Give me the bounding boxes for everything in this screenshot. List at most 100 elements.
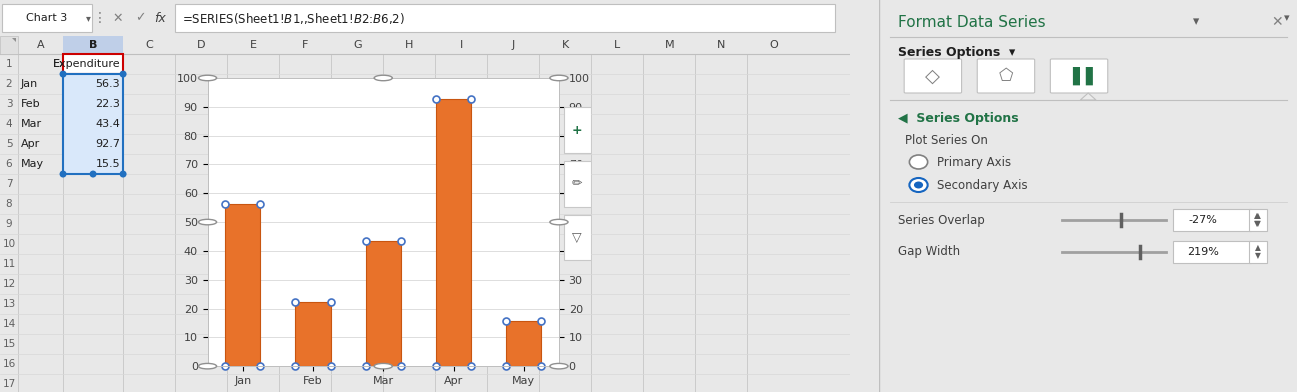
Text: D: D bbox=[197, 40, 205, 50]
Text: 8: 8 bbox=[5, 199, 12, 209]
Text: 3: 3 bbox=[5, 99, 12, 109]
Text: Feb: Feb bbox=[21, 99, 40, 109]
Text: 7: 7 bbox=[5, 179, 12, 189]
Text: 12: 12 bbox=[3, 279, 16, 289]
Text: 11: 11 bbox=[3, 259, 16, 269]
Text: B: B bbox=[89, 40, 97, 50]
Text: Format Data Series: Format Data Series bbox=[898, 15, 1045, 29]
Circle shape bbox=[60, 171, 66, 178]
Text: 56.3: 56.3 bbox=[96, 79, 121, 89]
Text: Apr: Apr bbox=[21, 139, 40, 149]
Text: 92.7: 92.7 bbox=[95, 139, 121, 149]
Text: 1: 1 bbox=[5, 59, 12, 69]
Text: E: E bbox=[249, 40, 257, 50]
Text: ▽: ▽ bbox=[572, 231, 582, 244]
Text: 15.5: 15.5 bbox=[96, 159, 121, 169]
Bar bbox=[1249, 241, 1267, 263]
Text: ⬠: ⬠ bbox=[999, 67, 1013, 85]
Text: 56.3: 56.3 bbox=[96, 79, 121, 89]
Circle shape bbox=[909, 178, 927, 192]
Text: ▼: ▼ bbox=[1255, 252, 1261, 261]
Text: ✏: ✏ bbox=[572, 177, 582, 190]
Circle shape bbox=[914, 181, 923, 189]
Text: Secondary Axis: Secondary Axis bbox=[936, 178, 1027, 192]
FancyBboxPatch shape bbox=[564, 107, 590, 153]
Text: ▲: ▲ bbox=[1255, 212, 1261, 221]
Text: H: H bbox=[405, 40, 414, 50]
Text: 16: 16 bbox=[3, 359, 16, 369]
Text: ▼: ▼ bbox=[1255, 220, 1261, 229]
Bar bbox=[436, 99, 471, 366]
Text: ▲: ▲ bbox=[1254, 212, 1259, 221]
Text: 92.7: 92.7 bbox=[95, 139, 121, 149]
Text: 13: 13 bbox=[3, 299, 16, 309]
Text: Series Overlap: Series Overlap bbox=[898, 214, 984, 227]
Polygon shape bbox=[12, 38, 16, 42]
Text: Jan: Jan bbox=[21, 79, 39, 89]
Bar bbox=[0, 36, 18, 54]
Polygon shape bbox=[1080, 93, 1096, 100]
Circle shape bbox=[60, 71, 66, 78]
Text: A: A bbox=[36, 40, 44, 50]
Bar bbox=[64, 54, 123, 74]
Text: ✕: ✕ bbox=[113, 11, 123, 25]
Text: 43.4: 43.4 bbox=[95, 119, 121, 129]
Text: Primary Axis: Primary Axis bbox=[936, 156, 1010, 169]
Text: Plot Series On: Plot Series On bbox=[905, 134, 988, 147]
Text: ⋮: ⋮ bbox=[93, 11, 106, 25]
Text: L: L bbox=[615, 40, 620, 50]
Circle shape bbox=[119, 171, 127, 178]
Bar bbox=[506, 321, 541, 366]
Text: 15.5: 15.5 bbox=[96, 159, 121, 169]
Text: Expenditure: Expenditure bbox=[52, 59, 121, 69]
Text: ▐▐: ▐▐ bbox=[1065, 67, 1093, 85]
Bar bbox=[366, 241, 401, 366]
Text: ▾: ▾ bbox=[1284, 13, 1291, 23]
Bar bbox=[226, 204, 261, 366]
Text: M: M bbox=[664, 40, 674, 50]
Text: F: F bbox=[302, 40, 309, 50]
Text: -27%: -27% bbox=[1188, 215, 1218, 225]
Circle shape bbox=[89, 171, 96, 178]
Text: ▾: ▾ bbox=[86, 13, 91, 23]
Text: C: C bbox=[145, 40, 153, 50]
Text: 43.4: 43.4 bbox=[95, 119, 121, 129]
FancyBboxPatch shape bbox=[564, 161, 590, 207]
FancyBboxPatch shape bbox=[904, 59, 961, 93]
Text: 22.3: 22.3 bbox=[95, 99, 121, 109]
Text: 22.3: 22.3 bbox=[95, 99, 121, 109]
Text: 9: 9 bbox=[5, 219, 12, 229]
Bar bbox=[175, 4, 835, 32]
Text: I: I bbox=[459, 40, 463, 50]
Text: ▲: ▲ bbox=[1255, 243, 1261, 252]
Bar bbox=[64, 36, 123, 54]
FancyBboxPatch shape bbox=[977, 59, 1035, 93]
Text: Chart 3: Chart 3 bbox=[26, 13, 67, 23]
FancyBboxPatch shape bbox=[564, 215, 590, 260]
Bar bbox=[0, 36, 850, 54]
Text: ✕: ✕ bbox=[1271, 15, 1283, 29]
Text: 2: 2 bbox=[5, 79, 12, 89]
Text: fx: fx bbox=[154, 11, 166, 25]
Text: Gap Width: Gap Width bbox=[898, 245, 960, 258]
Text: 4: 4 bbox=[5, 119, 12, 129]
Text: =SERIES(Sheet1!$B$1,,Sheet1!$B$2:$B$6,2): =SERIES(Sheet1!$B$1,,Sheet1!$B$2:$B$6,2) bbox=[182, 11, 405, 25]
Bar bbox=[296, 302, 331, 366]
Circle shape bbox=[119, 71, 127, 78]
Text: ◀  Series Options: ◀ Series Options bbox=[898, 111, 1018, 125]
Circle shape bbox=[909, 155, 927, 169]
Text: ▾: ▾ bbox=[1193, 16, 1198, 29]
Bar bbox=[3, 4, 92, 32]
Text: B: B bbox=[89, 40, 97, 50]
Text: Series Options  ▾: Series Options ▾ bbox=[898, 45, 1014, 58]
Text: 14: 14 bbox=[3, 319, 16, 329]
Text: ✓: ✓ bbox=[135, 11, 145, 25]
Text: 10: 10 bbox=[3, 239, 16, 249]
FancyBboxPatch shape bbox=[1051, 59, 1108, 93]
Text: ◇: ◇ bbox=[925, 67, 940, 85]
Text: 219%: 219% bbox=[1187, 247, 1219, 257]
Text: N: N bbox=[717, 40, 725, 50]
Bar bbox=[64, 74, 123, 174]
Text: Mar: Mar bbox=[21, 119, 42, 129]
Text: 17: 17 bbox=[3, 379, 16, 389]
